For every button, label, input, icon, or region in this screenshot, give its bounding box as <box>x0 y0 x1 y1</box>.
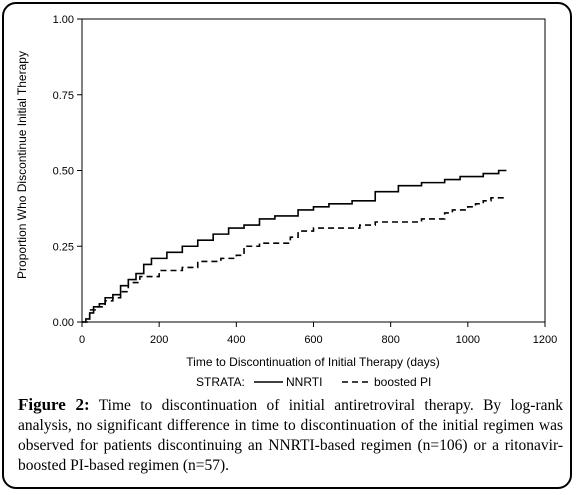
x-tick-label: 1200 <box>533 334 557 346</box>
x-axis-title: Time to Discontinuation of Initial Thera… <box>186 355 439 369</box>
km-chart: 0 200 400 600 800 1000 1200 0.00 0.25 0.50 0.75 1.0… <box>15 14 558 389</box>
x-tick-label: 600 <box>304 334 322 346</box>
x-tick-label: 1000 <box>456 334 480 346</box>
y-tick-label: 0.25 <box>53 241 74 253</box>
x-tick-label: 200 <box>150 334 168 346</box>
y-tick-label: 0.50 <box>53 166 74 178</box>
y-tick-label: 0.75 <box>53 90 74 102</box>
x-tick-label: 800 <box>381 334 399 346</box>
caption-text: Time to discontinuation of initial antir… <box>18 397 563 474</box>
y-axis-title: Proportion Who Discontinue Initial Thera… <box>15 51 29 279</box>
caption-label: Figure 2: <box>18 395 90 414</box>
chart-series <box>82 169 507 323</box>
series-line-nnrti <box>82 169 507 323</box>
series-line-boosted-pi <box>82 196 507 323</box>
y-tick-label: 0.00 <box>53 317 74 329</box>
legend-label-nnrti: NNRTI <box>286 375 322 389</box>
y-tick-label: 1.00 <box>53 14 74 26</box>
x-tick-label: 400 <box>227 334 245 346</box>
figure-caption: Figure 2: Time to discontinuation of ini… <box>18 395 563 476</box>
chart-axes: 0 200 400 600 800 1000 1200 0.00 0.25 0.50 0.75 1.0… <box>53 14 558 346</box>
legend-title: STRATA: <box>196 375 245 389</box>
legend-label-boosted-pi: boosted PI <box>374 375 431 389</box>
x-tick-label: 0 <box>79 334 85 346</box>
legend: STRATA: NNRTI boosted PI <box>196 375 431 389</box>
figure-frame <box>2 2 572 489</box>
